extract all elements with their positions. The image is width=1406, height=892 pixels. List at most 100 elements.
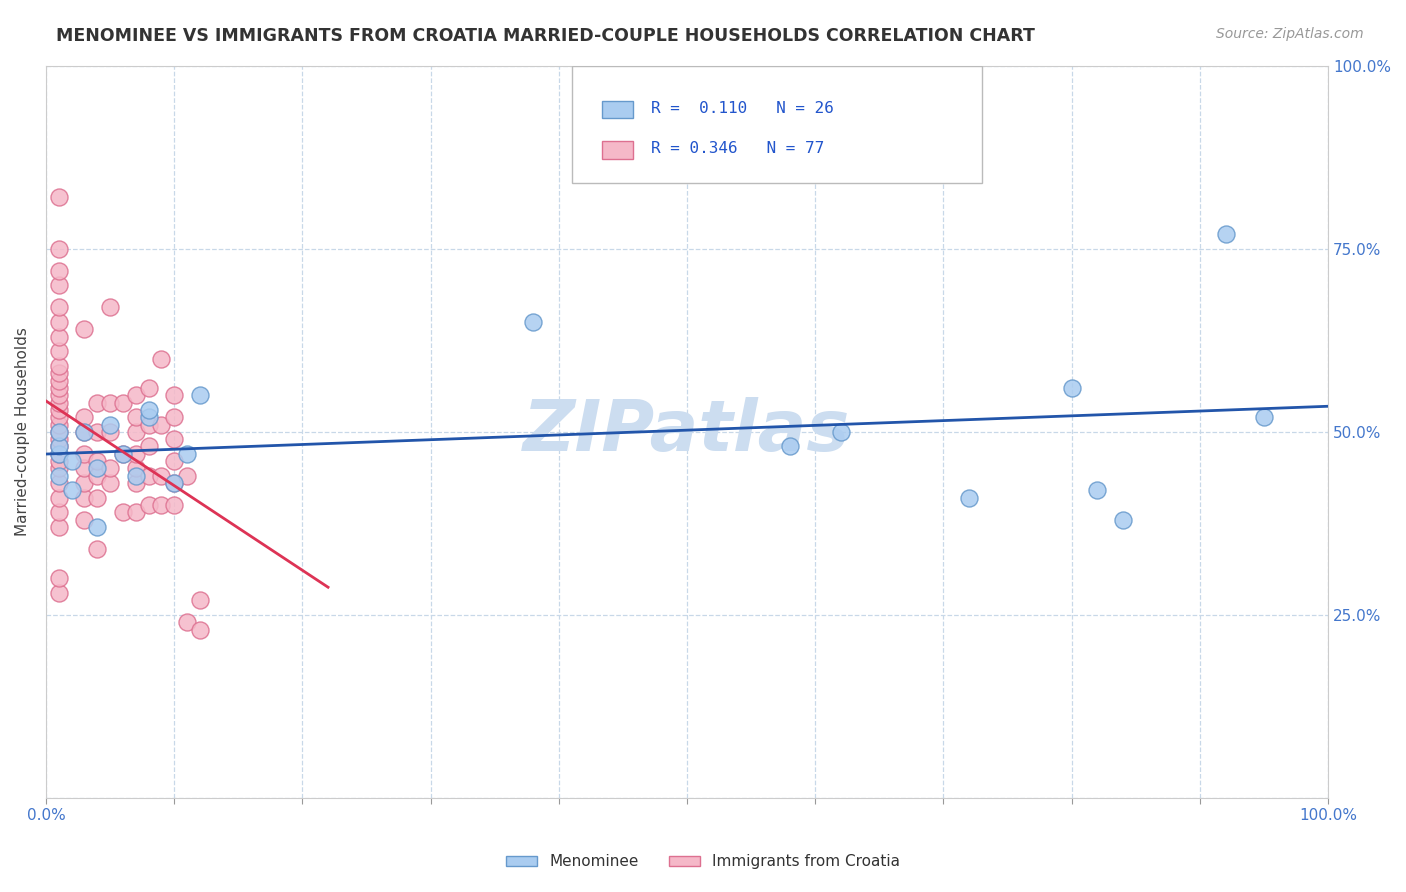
Point <box>163 388 186 402</box>
Point <box>48 388 70 402</box>
Point <box>86 541 108 556</box>
Point <box>48 344 70 359</box>
Point <box>125 505 148 519</box>
Point <box>125 468 148 483</box>
Point <box>48 366 70 380</box>
Point <box>125 425 148 439</box>
Point <box>48 315 70 329</box>
Point <box>111 447 134 461</box>
Point <box>176 615 198 630</box>
FancyBboxPatch shape <box>572 66 981 183</box>
FancyBboxPatch shape <box>602 141 633 159</box>
Point <box>48 402 70 417</box>
Point <box>73 461 96 475</box>
Point <box>163 454 186 468</box>
Point <box>48 454 70 468</box>
Point <box>163 432 186 446</box>
Point <box>86 454 108 468</box>
Point <box>48 461 70 475</box>
Point <box>98 301 121 315</box>
Point <box>138 498 160 512</box>
Point <box>138 417 160 432</box>
Point <box>73 425 96 439</box>
Point <box>176 447 198 461</box>
Point <box>138 410 160 425</box>
Point <box>73 322 96 336</box>
Y-axis label: Married-couple Households: Married-couple Households <box>15 327 30 536</box>
Point <box>73 410 96 425</box>
Point <box>150 498 173 512</box>
Point <box>60 454 83 468</box>
Point <box>48 359 70 373</box>
Text: MENOMINEE VS IMMIGRANTS FROM CROATIA MARRIED-COUPLE HOUSEHOLDS CORRELATION CHART: MENOMINEE VS IMMIGRANTS FROM CROATIA MAR… <box>56 27 1035 45</box>
Point <box>48 395 70 409</box>
Point <box>1253 410 1275 425</box>
Point <box>48 301 70 315</box>
Point <box>188 388 211 402</box>
Point <box>1060 381 1083 395</box>
Point <box>73 447 96 461</box>
Point <box>86 491 108 505</box>
Point <box>48 425 70 439</box>
Point <box>48 425 70 439</box>
Point <box>73 425 96 439</box>
Point <box>125 461 148 475</box>
Point <box>48 410 70 425</box>
Point <box>830 425 852 439</box>
Point <box>98 425 121 439</box>
Point <box>98 395 121 409</box>
Point <box>98 476 121 491</box>
Point <box>522 315 544 329</box>
Point <box>163 476 186 491</box>
Point <box>48 329 70 343</box>
Point <box>957 491 980 505</box>
Point <box>48 432 70 446</box>
Text: R = 0.346   N = 77: R = 0.346 N = 77 <box>651 141 824 156</box>
Point <box>1112 513 1135 527</box>
Point <box>48 440 70 454</box>
Point <box>1215 227 1237 241</box>
Point <box>138 440 160 454</box>
Point <box>48 476 70 491</box>
Point <box>73 513 96 527</box>
Point <box>48 263 70 277</box>
Point <box>73 476 96 491</box>
Point <box>779 440 801 454</box>
Point <box>111 447 134 461</box>
Point <box>188 623 211 637</box>
Point <box>138 381 160 395</box>
Point <box>48 374 70 388</box>
Point <box>48 242 70 256</box>
Point <box>150 351 173 366</box>
Point <box>48 447 70 461</box>
Point <box>125 447 148 461</box>
Text: R =  0.110   N = 26: R = 0.110 N = 26 <box>651 101 834 116</box>
Point <box>86 461 108 475</box>
Point <box>150 468 173 483</box>
Point <box>98 417 121 432</box>
Point <box>48 278 70 293</box>
Point <box>163 476 186 491</box>
Legend: Menominee, Immigrants from Croatia: Menominee, Immigrants from Croatia <box>501 848 905 875</box>
Point <box>48 586 70 600</box>
Point <box>48 440 70 454</box>
Point <box>125 410 148 425</box>
FancyBboxPatch shape <box>602 101 633 119</box>
Point <box>188 593 211 607</box>
Text: ZIPatlas: ZIPatlas <box>523 397 851 467</box>
Point <box>60 483 83 498</box>
Point <box>111 505 134 519</box>
Point <box>86 468 108 483</box>
Point <box>125 476 148 491</box>
Point <box>163 410 186 425</box>
Point <box>48 520 70 534</box>
Point <box>1085 483 1108 498</box>
Point <box>48 417 70 432</box>
Point <box>48 505 70 519</box>
Point <box>150 417 173 432</box>
Point <box>125 388 148 402</box>
Point <box>163 498 186 512</box>
Point <box>176 468 198 483</box>
Point <box>48 468 70 483</box>
Point <box>98 461 121 475</box>
